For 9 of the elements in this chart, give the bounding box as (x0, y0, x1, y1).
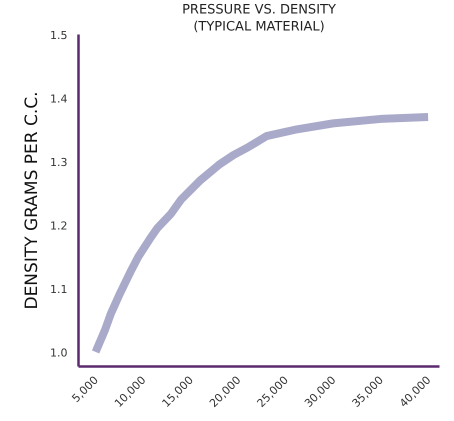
y-tick-label: 1.3 (50, 156, 68, 169)
y-tick-label: 1.0 (50, 346, 68, 360)
y-tick-label: 1.1 (50, 282, 68, 296)
y-axis-title: DENSITY GRAMS PER C.C. (22, 91, 42, 310)
chart-subtitle: (TYPICAL MATERIAL) (193, 20, 325, 34)
y-tick-label: 1.2 (50, 219, 68, 232)
chart-title: PRESSURE VS. DENSITY (182, 2, 336, 18)
y-tick-label: 1.5 (50, 29, 68, 42)
y-tick-label: 1.4 (50, 92, 68, 106)
